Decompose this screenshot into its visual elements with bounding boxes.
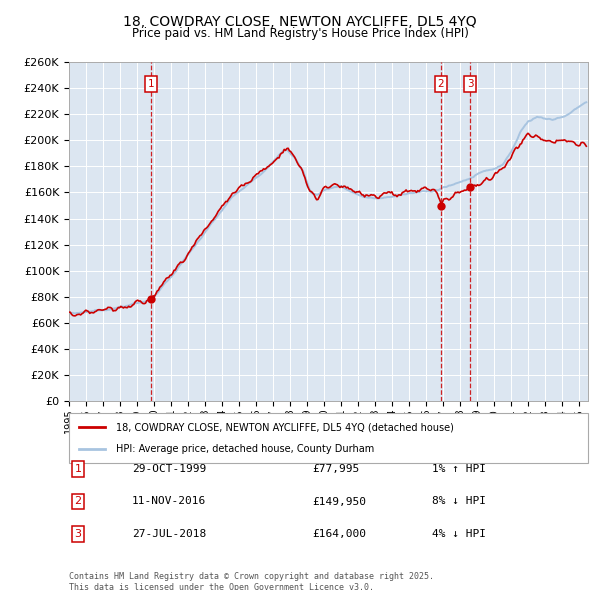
Text: Contains HM Land Registry data © Crown copyright and database right 2025.
This d: Contains HM Land Registry data © Crown c… bbox=[69, 572, 434, 590]
Text: 4% ↓ HPI: 4% ↓ HPI bbox=[432, 529, 486, 539]
Text: 11-NOV-2016: 11-NOV-2016 bbox=[132, 497, 206, 506]
Text: 18, COWDRAY CLOSE, NEWTON AYCLIFFE, DL5 4YQ (detached house): 18, COWDRAY CLOSE, NEWTON AYCLIFFE, DL5 … bbox=[116, 422, 454, 432]
Text: 18, COWDRAY CLOSE, NEWTON AYCLIFFE, DL5 4YQ: 18, COWDRAY CLOSE, NEWTON AYCLIFFE, DL5 … bbox=[123, 15, 477, 29]
Text: 29-OCT-1999: 29-OCT-1999 bbox=[132, 464, 206, 474]
Text: £149,950: £149,950 bbox=[312, 497, 366, 506]
Text: £77,995: £77,995 bbox=[312, 464, 359, 474]
Text: 3: 3 bbox=[467, 79, 473, 89]
Text: 3: 3 bbox=[74, 529, 82, 539]
Text: £164,000: £164,000 bbox=[312, 529, 366, 539]
Text: 2: 2 bbox=[74, 497, 82, 506]
Text: HPI: Average price, detached house, County Durham: HPI: Average price, detached house, Coun… bbox=[116, 444, 374, 454]
FancyBboxPatch shape bbox=[69, 413, 588, 463]
Text: 27-JUL-2018: 27-JUL-2018 bbox=[132, 529, 206, 539]
Text: 1: 1 bbox=[148, 79, 155, 89]
Text: 2: 2 bbox=[437, 79, 444, 89]
Text: 8% ↓ HPI: 8% ↓ HPI bbox=[432, 497, 486, 506]
Text: 1: 1 bbox=[74, 464, 82, 474]
Text: Price paid vs. HM Land Registry's House Price Index (HPI): Price paid vs. HM Land Registry's House … bbox=[131, 27, 469, 40]
Text: 1% ↑ HPI: 1% ↑ HPI bbox=[432, 464, 486, 474]
